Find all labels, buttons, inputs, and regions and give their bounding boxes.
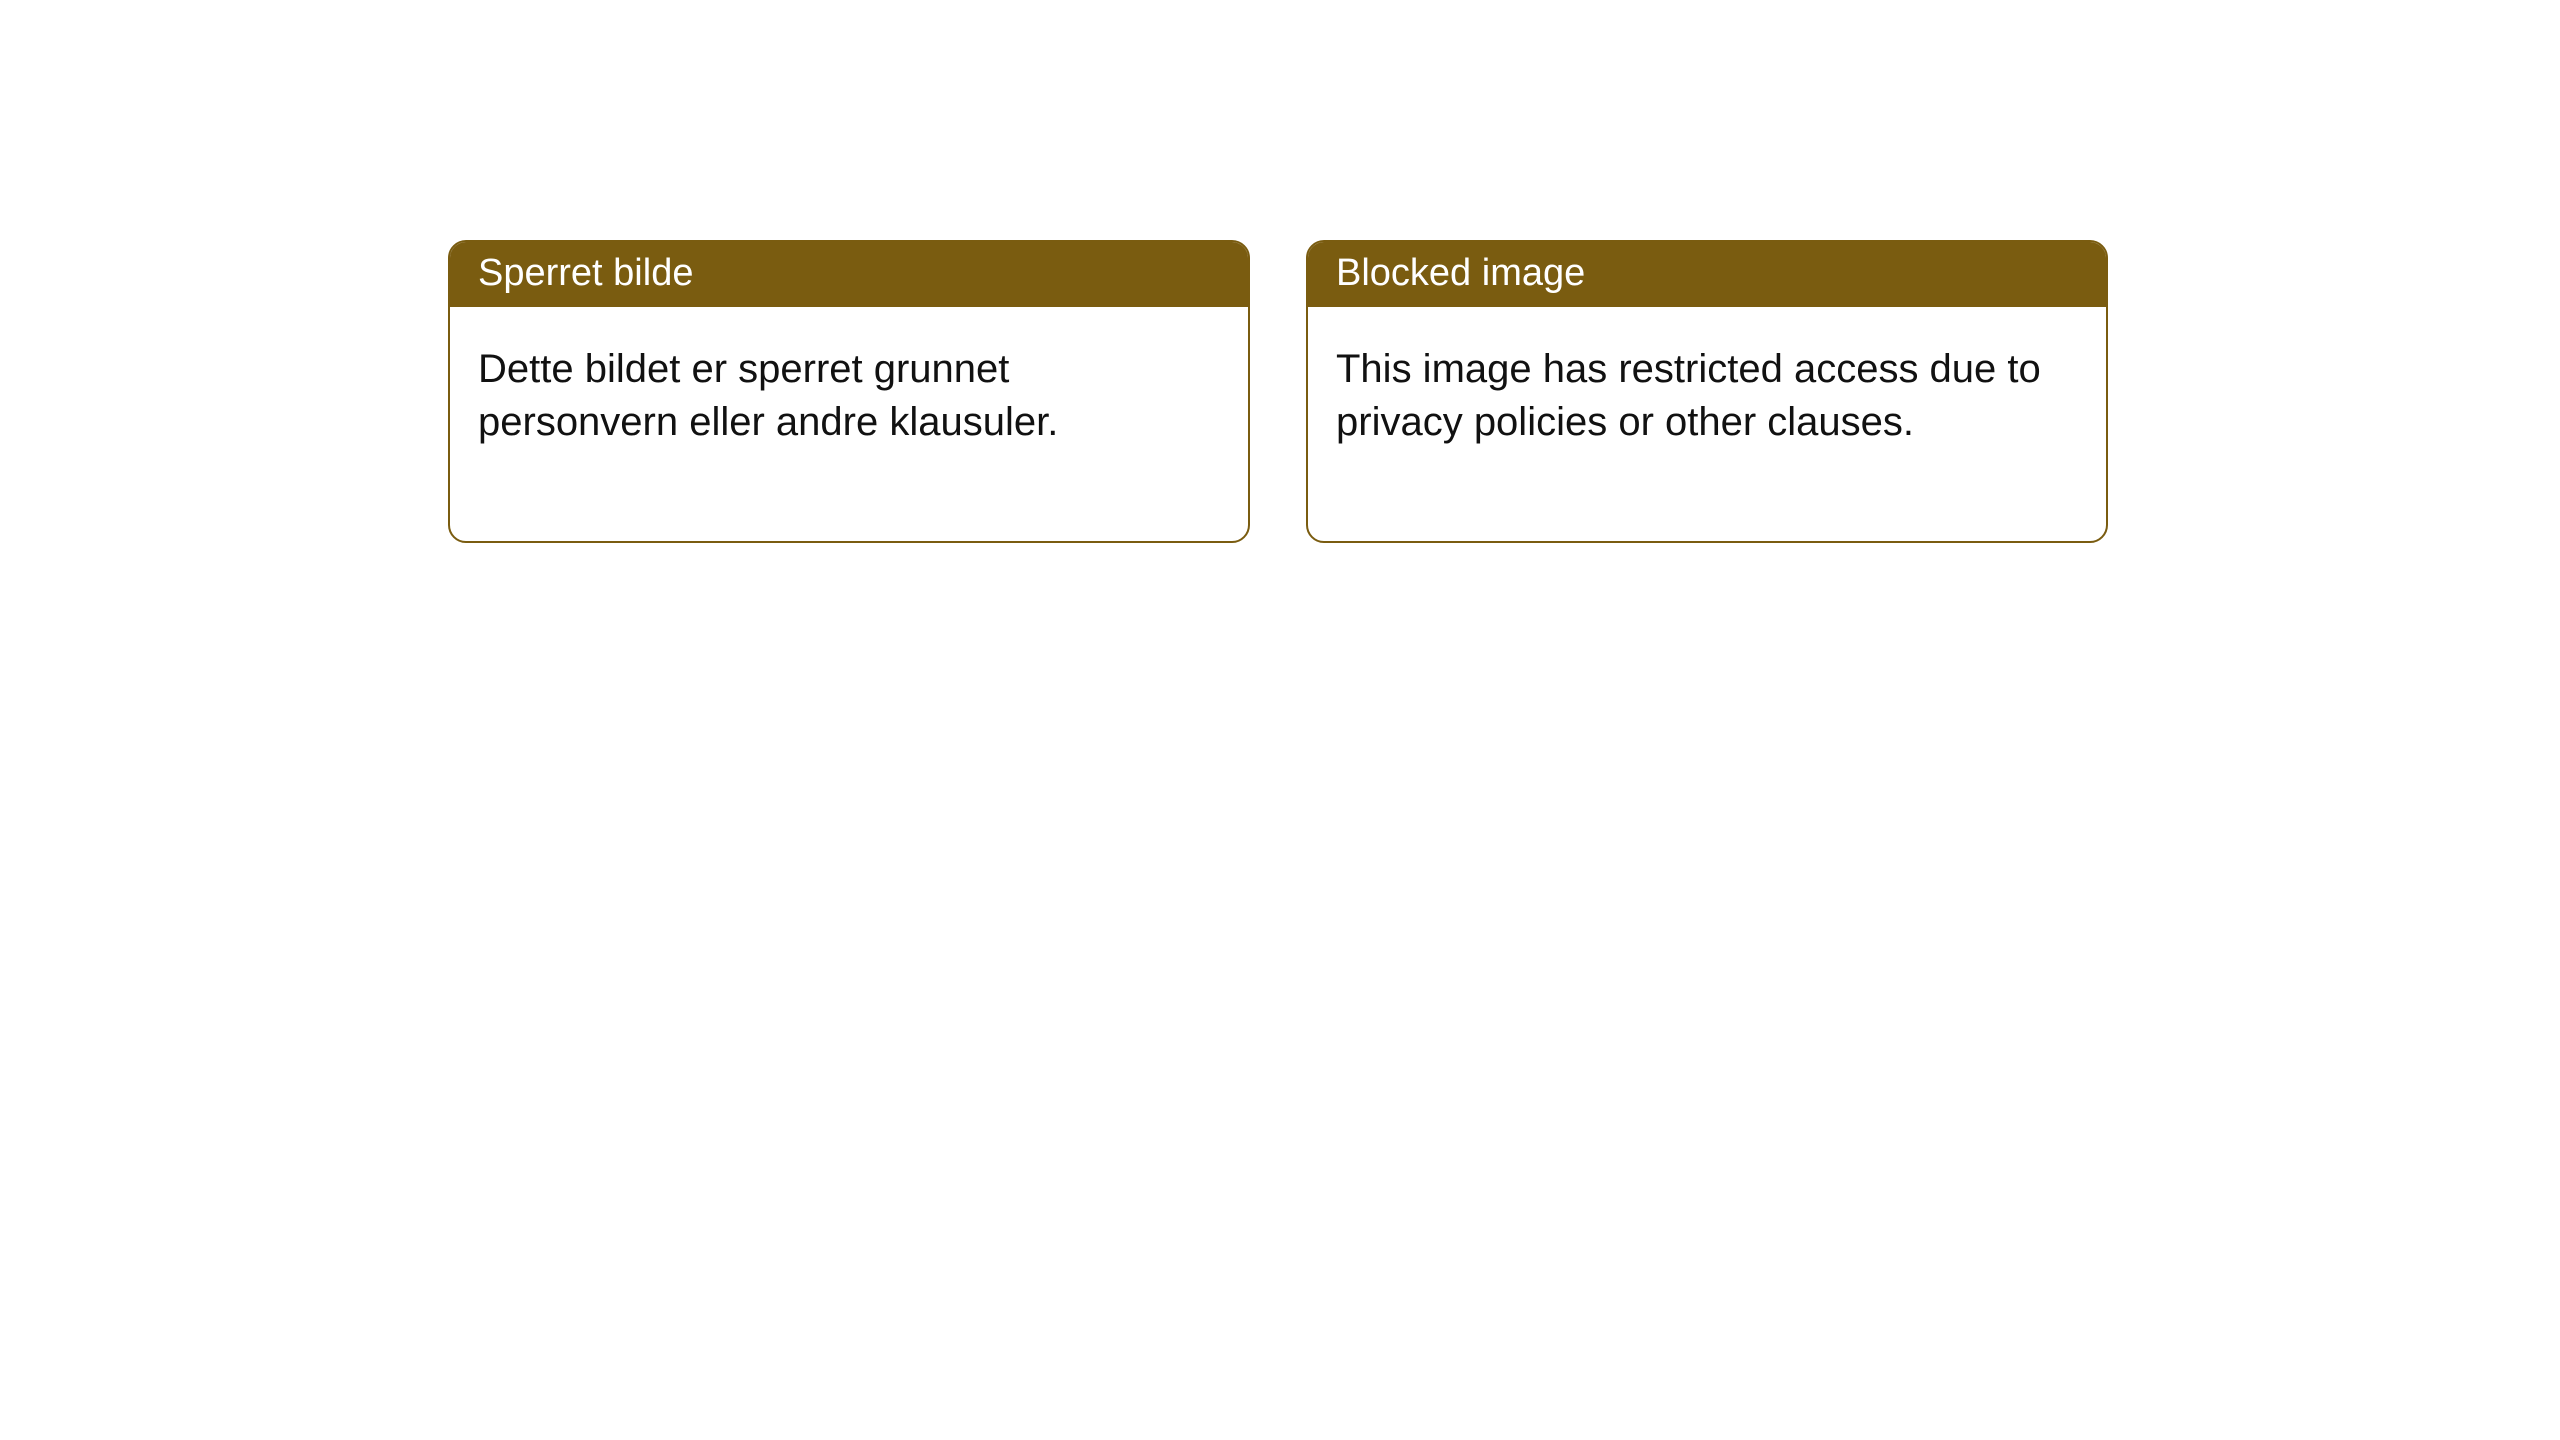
blocked-image-card-en: Blocked image This image has restricted … <box>1306 240 2108 543</box>
card-body: This image has restricted access due to … <box>1308 307 2106 541</box>
notice-container: Sperret bilde Dette bildet er sperret gr… <box>0 0 2560 543</box>
card-title: Sperret bilde <box>450 242 1248 307</box>
blocked-image-card-no: Sperret bilde Dette bildet er sperret gr… <box>448 240 1250 543</box>
card-title: Blocked image <box>1308 242 2106 307</box>
card-body: Dette bildet er sperret grunnet personve… <box>450 307 1248 541</box>
